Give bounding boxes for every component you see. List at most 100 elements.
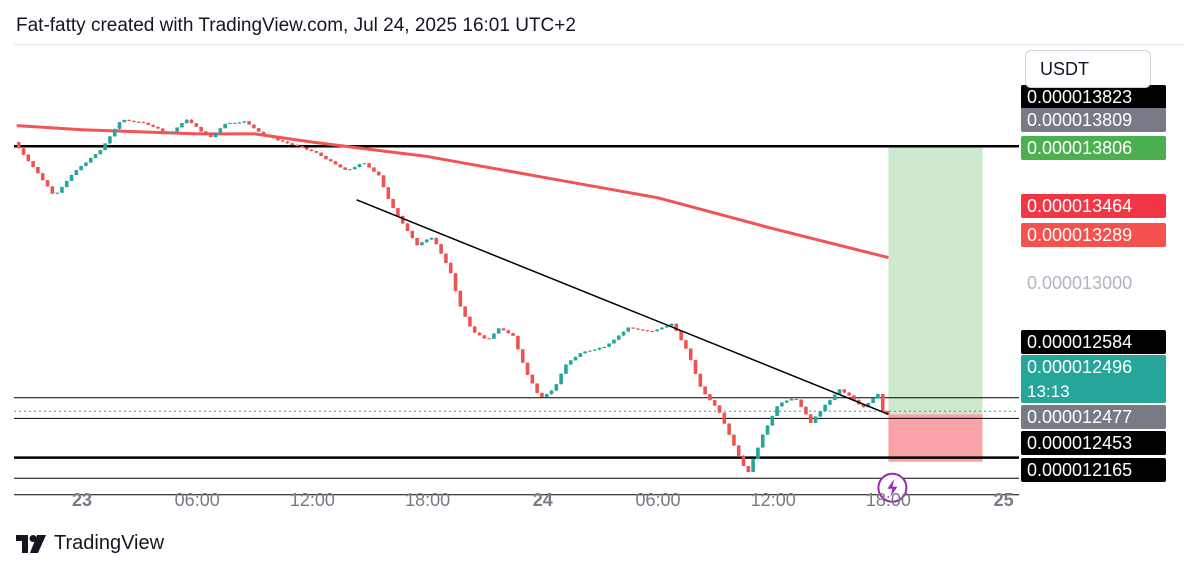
candle-44 [228,122,232,124]
candle-43 [223,123,227,129]
candle-165 [808,414,813,423]
candle-129 [636,328,640,330]
candle-120 [592,349,597,351]
candle-113 [559,373,563,385]
candle-8 [55,192,59,194]
candle-177 [866,403,871,408]
trendline [356,199,889,416]
price-label-2: 0.000013806 [1027,138,1132,158]
candle-155 [760,434,765,448]
price-label-7: 0.000012496 [1027,357,1132,377]
candle-36 [189,119,194,124]
candle-180 [880,393,885,412]
candle-73 [367,163,371,168]
candle-66 [333,161,338,165]
candle-77 [386,187,391,199]
candle-179 [876,393,880,399]
candle-170 [832,394,837,401]
candle-117 [578,353,583,357]
price-chart[interactable]: 23 06:00 12:00 18:00 24 06:00 12:00 18:00 25 0.00… [14,45,1184,527]
candle-72 [362,163,367,165]
candle-28 [151,124,155,127]
candle-33 [175,127,179,132]
candle-92 [458,290,463,307]
price-label-1: 0.000013809 [1027,110,1132,130]
candle-168 [823,404,827,412]
candle-163 [799,399,803,407]
candle-164 [804,406,808,415]
candle-91 [453,273,458,291]
candle-0 [16,142,21,149]
candle-29 [156,126,160,129]
price-label-countdown: 13:13 [1027,382,1070,401]
x-tick-label-1: 06:00 [175,490,220,510]
candle-97 [482,335,487,339]
tradingview-logo[interactable]: TradingView [16,532,164,555]
candle-156 [765,425,770,435]
candle-130 [640,329,645,331]
candle-142 [698,373,703,387]
candle-83 [415,237,419,246]
candle-151 [741,455,746,466]
candle-116 [573,356,578,361]
candle-76 [381,175,386,188]
candle-24 [132,120,136,122]
candle-153 [751,459,755,472]
candle-70 [352,167,357,170]
candle-16 [93,154,98,158]
price-label-4: 0.000013289 [1027,225,1132,245]
candle-99 [492,333,496,339]
candle-21 [117,122,122,129]
candle-126 [621,331,626,336]
x-tick-label-6: 12:00 [751,490,796,510]
candle-39 [204,131,208,135]
candle-52 [266,134,271,137]
candle-140 [688,348,693,360]
x-tick-label-4: 24 [533,490,553,510]
candle-9 [60,187,64,193]
candle-150 [736,445,741,456]
lightning-icon [887,478,898,497]
candle-40 [208,134,213,138]
candle-123 [607,343,611,347]
candle-35 [184,119,189,124]
candle-173 [847,392,851,396]
candle-57 [290,143,295,145]
candle-104 [516,335,520,350]
chart-area[interactable]: 23 06:00 12:00 18:00 24 06:00 12:00 18:00 25 0.00… [14,44,1184,527]
candle-22 [122,119,127,123]
candle-51 [261,131,266,135]
candle-147 [722,412,727,424]
candle-65 [328,159,333,162]
candle-86 [429,237,434,240]
candle-135 [664,326,669,328]
stop-zone [888,414,983,462]
candle-89 [444,253,448,263]
candle-115 [568,360,573,365]
candle-137 [674,323,679,331]
x-tick-label-5: 06:00 [635,490,680,510]
candle-14 [84,162,88,166]
price-label-5: 0.000013000 [1027,273,1132,293]
currency-selector[interactable]: USDT [1025,50,1151,88]
candle-166 [813,416,818,423]
candle-94 [468,316,472,327]
candle-19 [108,136,112,144]
x-tick-label-7: 18:00 [866,490,911,510]
candle-23 [127,119,131,121]
candle-37 [194,123,199,127]
candle-138 [679,330,683,341]
candle-50 [256,128,261,132]
candle-85 [424,239,429,243]
candle-82 [410,230,415,238]
candle-154 [756,447,760,460]
candle-110 [544,394,549,398]
candle-108 [535,383,539,393]
price-label-bg-10 [1021,458,1166,482]
candle-125 [616,335,621,340]
price-label-bg-3 [1021,194,1166,218]
candle-146 [717,405,722,413]
candle-143 [703,386,707,395]
candle-132 [650,331,655,333]
candle-68 [343,167,347,170]
